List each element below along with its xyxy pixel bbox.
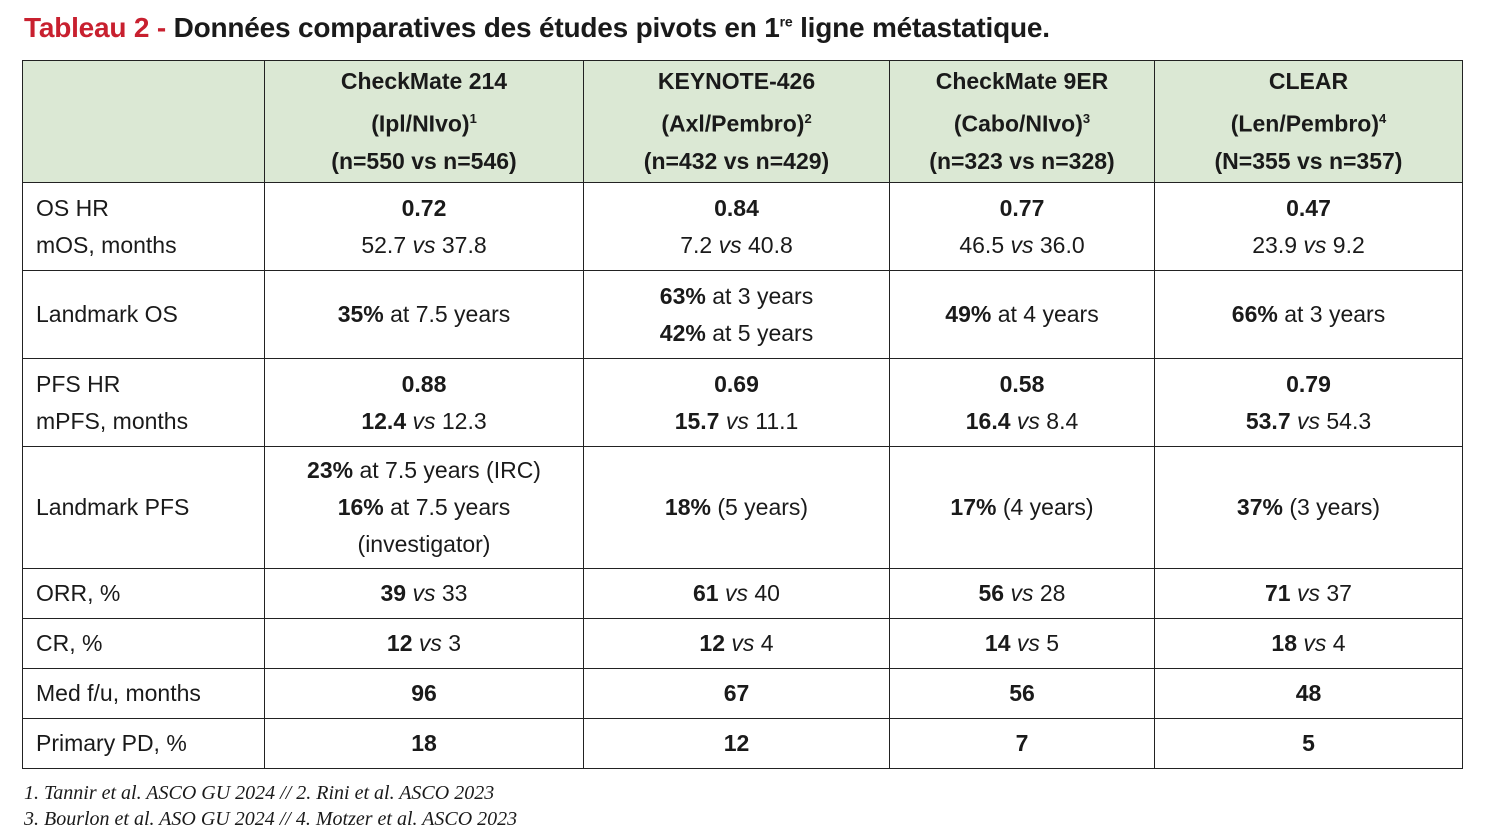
header-checkmate-214: CheckMate 214 (Ipl/NIvo)1 (n=550 vs n=54… <box>264 60 584 183</box>
orr-cell: 39 vs 33 <box>264 568 584 619</box>
table-title: Tableau 2 - Données comparatives des étu… <box>24 12 1050 44</box>
footnote-line-2: 3. Bourlon et al. ASO GU 2024 // 4. Motz… <box>24 808 518 830</box>
orr-cell: 56 vs 28 <box>889 568 1155 619</box>
row-label-cr: CR, % <box>22 618 265 669</box>
follow-up-cell: 67 <box>583 668 890 719</box>
table-title-tail: ligne métastatique. <box>792 12 1050 43</box>
orr-cell: 61 vs 40 <box>583 568 890 619</box>
row-label-landmark-os: Landmark OS <box>22 270 265 359</box>
landmark-os-cell: 35% at 7.5 years <box>264 270 584 359</box>
header-keynote-426: KEYNOTE-426 (Axl/Pembro)2 (n=432 vs n=42… <box>583 60 890 183</box>
os-cell: 0.47 23.9 vs 9.2 <box>1154 182 1463 271</box>
pfs-cell: 0.88 12.4 vs 12.3 <box>264 358 584 447</box>
table-title-text: Données comparatives des études pivots e… <box>173 12 780 43</box>
cr-cell: 12 vs 3 <box>264 618 584 669</box>
follow-up-cell: 56 <box>889 668 1155 719</box>
table-row-follow-up: Med f/u, months 96 67 56 48 <box>22 668 1463 719</box>
footnote-line-1: 1. Tannir et al. ASCO GU 2024 // 2. Rini… <box>24 782 495 804</box>
row-label-landmark-pfs: Landmark PFS <box>22 446 265 569</box>
header-row: CheckMate 214 (Ipl/NIvo)1 (n=550 vs n=54… <box>22 60 1463 183</box>
cr-cell: 14 vs 5 <box>889 618 1155 669</box>
landmark-os-cell: 63% at 3 years 42% at 5 years <box>583 270 890 359</box>
row-label-pfs: PFS HR mPFS, months <box>22 358 265 447</box>
landmark-os-cell: 49% at 4 years <box>889 270 1155 359</box>
header-checkmate-9er: CheckMate 9ER (Cabo/NIvo)3 (n=323 vs n=3… <box>889 60 1155 183</box>
pfs-cell: 0.69 15.7 vs 11.1 <box>583 358 890 447</box>
pfs-cell: 0.79 53.7 vs 54.3 <box>1154 358 1463 447</box>
primary-pd-cell: 5 <box>1154 718 1463 769</box>
table-row-landmark-pfs: Landmark PFS 23% at 7.5 years (IRC) 16% … <box>22 446 1463 569</box>
table-row-orr: ORR, % 39 vs 33 61 vs 40 56 vs 28 71 vs … <box>22 568 1463 619</box>
header-clear: CLEAR (Len/Pembro)4 (N=355 vs n=357) <box>1154 60 1463 183</box>
row-label-os: OS HR mOS, months <box>22 182 265 271</box>
os-cell: 0.84 7.2 vs 40.8 <box>583 182 890 271</box>
landmark-pfs-cell: 23% at 7.5 years (IRC) 16% at 7.5 years … <box>264 446 584 569</box>
follow-up-cell: 96 <box>264 668 584 719</box>
landmark-pfs-cell: 18% (5 years) <box>583 446 890 569</box>
row-label-primary-pd: Primary PD, % <box>22 718 265 769</box>
landmark-pfs-cell: 37% (3 years) <box>1154 446 1463 569</box>
cr-cell: 18 vs 4 <box>1154 618 1463 669</box>
cr-cell: 12 vs 4 <box>583 618 890 669</box>
table-row-os: OS HR mOS, months 0.72 52.7 vs 37.8 0.84 7… <box>22 182 1463 271</box>
primary-pd-cell: 7 <box>889 718 1155 769</box>
primary-pd-cell: 12 <box>583 718 890 769</box>
os-cell: 0.77 46.5 vs 36.0 <box>889 182 1155 271</box>
row-label-follow-up: Med f/u, months <box>22 668 265 719</box>
table-row-landmark-os: Landmark OS 35% at 7.5 years 63% at 3 ye… <box>22 270 1463 359</box>
header-empty-cell <box>22 60 265 183</box>
table-title-number: Tableau 2 - <box>24 12 174 43</box>
table-row-pfs: PFS HR mPFS, months 0.88 12.4 vs 12.3 0.6… <box>22 358 1463 447</box>
landmark-pfs-cell: 17% (4 years) <box>889 446 1155 569</box>
table-title-superscript: re <box>779 13 793 30</box>
follow-up-cell: 48 <box>1154 668 1463 719</box>
table-row-cr: CR, % 12 vs 3 12 vs 4 14 vs 5 18 vs 4 <box>22 618 1463 669</box>
pfs-cell: 0.58 16.4 vs 8.4 <box>889 358 1155 447</box>
table-row-primary-pd: Primary PD, % 18 12 7 5 <box>22 718 1463 769</box>
primary-pd-cell: 18 <box>264 718 584 769</box>
row-label-orr: ORR, % <box>22 568 265 619</box>
landmark-os-cell: 66% at 3 years <box>1154 270 1463 359</box>
comparison-table: CheckMate 214 (Ipl/NIvo)1 (n=550 vs n=54… <box>22 60 1463 769</box>
os-cell: 0.72 52.7 vs 37.8 <box>264 182 584 271</box>
orr-cell: 71 vs 37 <box>1154 568 1463 619</box>
